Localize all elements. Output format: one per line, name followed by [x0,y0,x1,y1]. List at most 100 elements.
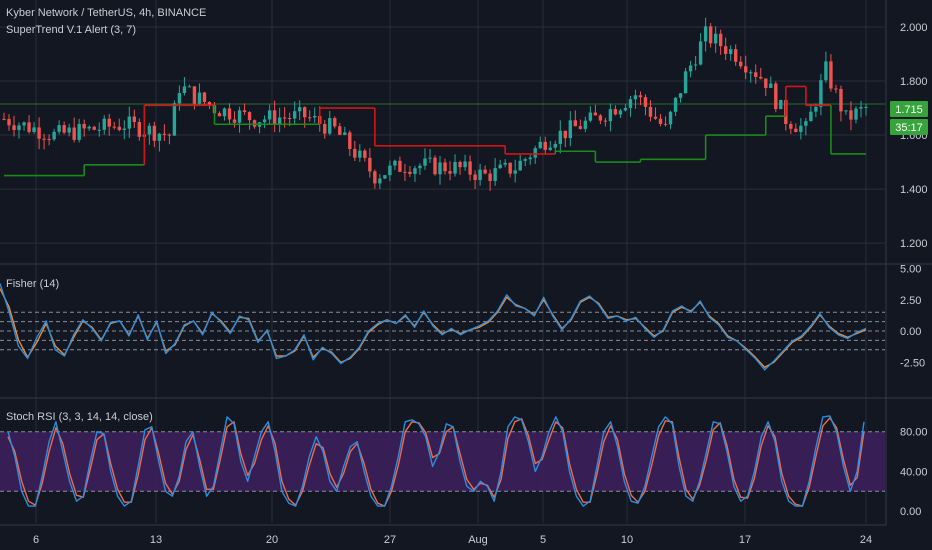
candle-body [232,119,237,123]
candle-body [252,120,257,127]
price-pane[interactable] [0,17,885,191]
candle-body [814,106,818,112]
candle-body [42,138,46,140]
candle-body [558,130,562,144]
candle-body [227,108,232,120]
candle-body [623,107,628,111]
candle-body [769,83,773,88]
stoch-rsi-pane[interactable] [0,415,885,507]
candle-body [663,123,668,125]
candle-body [598,115,603,121]
candle-body [162,133,167,135]
x-tick-label: 24 [860,534,872,546]
candle-body [292,111,297,119]
stoch-tick-label: 80.00 [900,427,928,439]
candle-body [794,128,798,132]
candle-body [267,110,272,120]
candle-body [643,97,648,107]
countdown-badge-bg [890,119,928,135]
fisher-line [0,283,867,371]
candle-body [12,125,16,131]
candle-body [578,126,583,129]
candle-body [759,76,763,79]
candle-body [613,109,618,115]
candle-body [207,101,212,106]
candle-body [182,86,187,93]
price-tick-label: 1.400 [900,184,928,196]
candle-body [27,122,31,132]
candle-body [588,112,593,121]
candle-body [493,168,497,181]
candle-body [172,103,177,136]
candle-body [398,160,402,172]
candle-body [147,125,152,135]
candle-body [222,108,227,117]
candle-body [829,61,833,89]
candle-body [348,132,352,149]
candle-body [2,118,6,120]
candle-body [713,33,718,44]
candle-body [478,169,482,180]
countdown-badge-value: 35:17 [895,122,923,134]
candle-body [453,161,457,174]
candle-body [127,116,131,129]
candle-body [152,125,157,141]
candle-body [313,115,317,118]
candle-body [628,99,633,108]
candle-body [308,117,312,119]
candle-body [343,132,347,135]
candle-body [338,126,342,135]
candle-body [824,61,828,81]
candle-body [132,116,137,122]
candle-body [92,126,96,130]
candle-body [328,118,332,134]
candle-body [67,127,71,133]
candle-body [117,126,121,130]
candle-body [864,106,868,108]
candle-body [423,158,427,166]
candle-body [739,61,743,67]
candle-body [22,122,26,126]
fisher-legend: Fisher (14) [6,278,59,290]
candle-body [107,118,111,127]
candle-body [373,171,377,184]
candle-body [538,141,542,149]
candle-body [438,162,442,175]
x-tick-label: Aug [468,534,488,546]
price-badge-bg [890,101,928,117]
candle-body [192,86,197,104]
candle-body [839,88,843,112]
stoch-rsi-legend: Stoch RSI (3, 3, 14, 14, close) [6,411,153,423]
candle-body [468,161,472,175]
price-badge-value: 1.715 [895,104,923,116]
candle-body [799,125,803,132]
candle-body [749,72,753,74]
chart-title: Kyber Network / TetherUS, 4h, BINANCE [6,7,206,19]
candle-body [242,110,247,113]
candle-body [593,112,598,116]
candle-body [503,162,507,165]
fisher-pane[interactable] [0,283,885,371]
x-tick-label: 10 [621,534,633,546]
candle-body [262,119,267,123]
candle-body [217,113,222,117]
candle-body [573,120,578,127]
candle-body [854,108,858,120]
candle-body [508,162,512,174]
candle-body [703,26,708,42]
candle-body [518,160,522,171]
candle-body [658,118,663,124]
candle-body [693,64,698,66]
candle-body [403,171,407,173]
candle-body [789,124,793,129]
candle-body [458,161,462,168]
last-price-badge: 1.715 35:17 [890,101,928,135]
candle-body [82,123,86,129]
candle-body [87,126,91,129]
candle-body [683,71,688,94]
candle-body [473,174,477,180]
candle-body [744,66,748,73]
candle-body [388,165,392,176]
